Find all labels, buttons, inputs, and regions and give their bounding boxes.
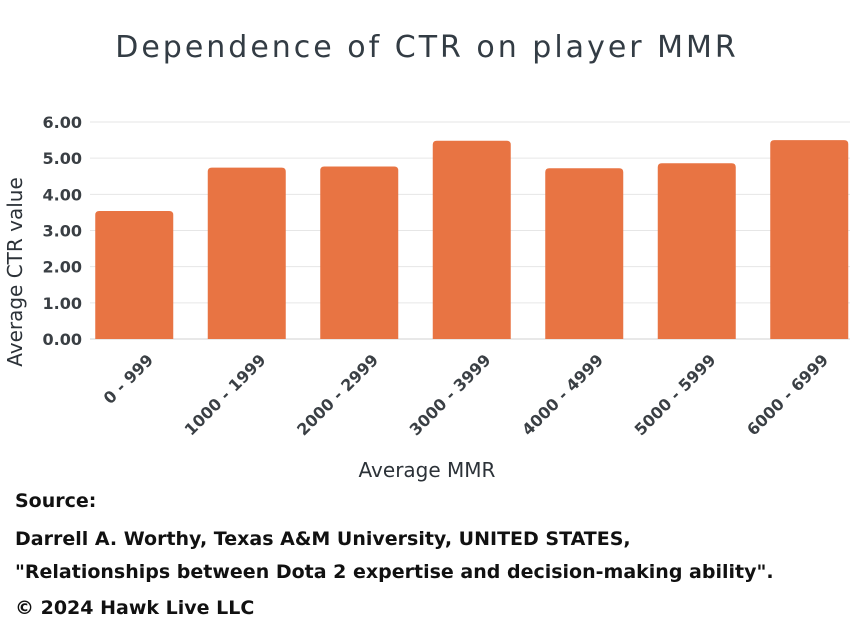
- x-tick-label: 2000 - 2999: [293, 350, 382, 439]
- y-tick-label: 5.00: [43, 149, 82, 168]
- bar-chart: Dependence of CTR on player MMR 0.00 1.00…: [3, 30, 850, 482]
- x-axis-label: Average MMR: [359, 458, 496, 482]
- source-study: "Relationships between Dota 2 expertise …: [15, 561, 774, 583]
- x-tick-label: 1000 - 1999: [181, 350, 270, 439]
- y-axis-label: Average CTR value: [3, 177, 27, 367]
- bar-1000-1999: [207, 167, 286, 339]
- bar-2000-2999: [320, 166, 399, 339]
- y-tick-label: 4.00: [43, 185, 82, 204]
- x-tick-label: 0 - 999: [100, 350, 157, 407]
- x-tick-label: 3000 - 3999: [406, 350, 495, 439]
- source-label: Source:: [15, 490, 97, 512]
- y-tick-label: 6.00: [43, 113, 82, 132]
- bar-0-999: [95, 210, 174, 339]
- x-tick-label: 5000 - 5999: [631, 350, 720, 439]
- bar-6000-6999: [770, 140, 849, 339]
- bar-4000-4999: [545, 168, 624, 339]
- y-tick-label: 0.00: [43, 330, 82, 349]
- copyright: © 2024 Hawk Live LLC: [15, 597, 255, 619]
- x-tick-label: 6000 - 6999: [743, 350, 832, 439]
- chart-title: Dependence of CTR on player MMR: [115, 30, 739, 65]
- bar-3000-3999: [432, 140, 511, 339]
- y-tick-label: 2.00: [43, 258, 82, 277]
- bar-5000-5999: [657, 163, 736, 339]
- y-tick-label: 1.00: [43, 294, 82, 313]
- y-tick-label: 3.00: [43, 222, 82, 241]
- x-tick-label: 4000 - 4999: [518, 350, 607, 439]
- source-author: Darrell A. Worthy, Texas A&M University,…: [15, 528, 631, 550]
